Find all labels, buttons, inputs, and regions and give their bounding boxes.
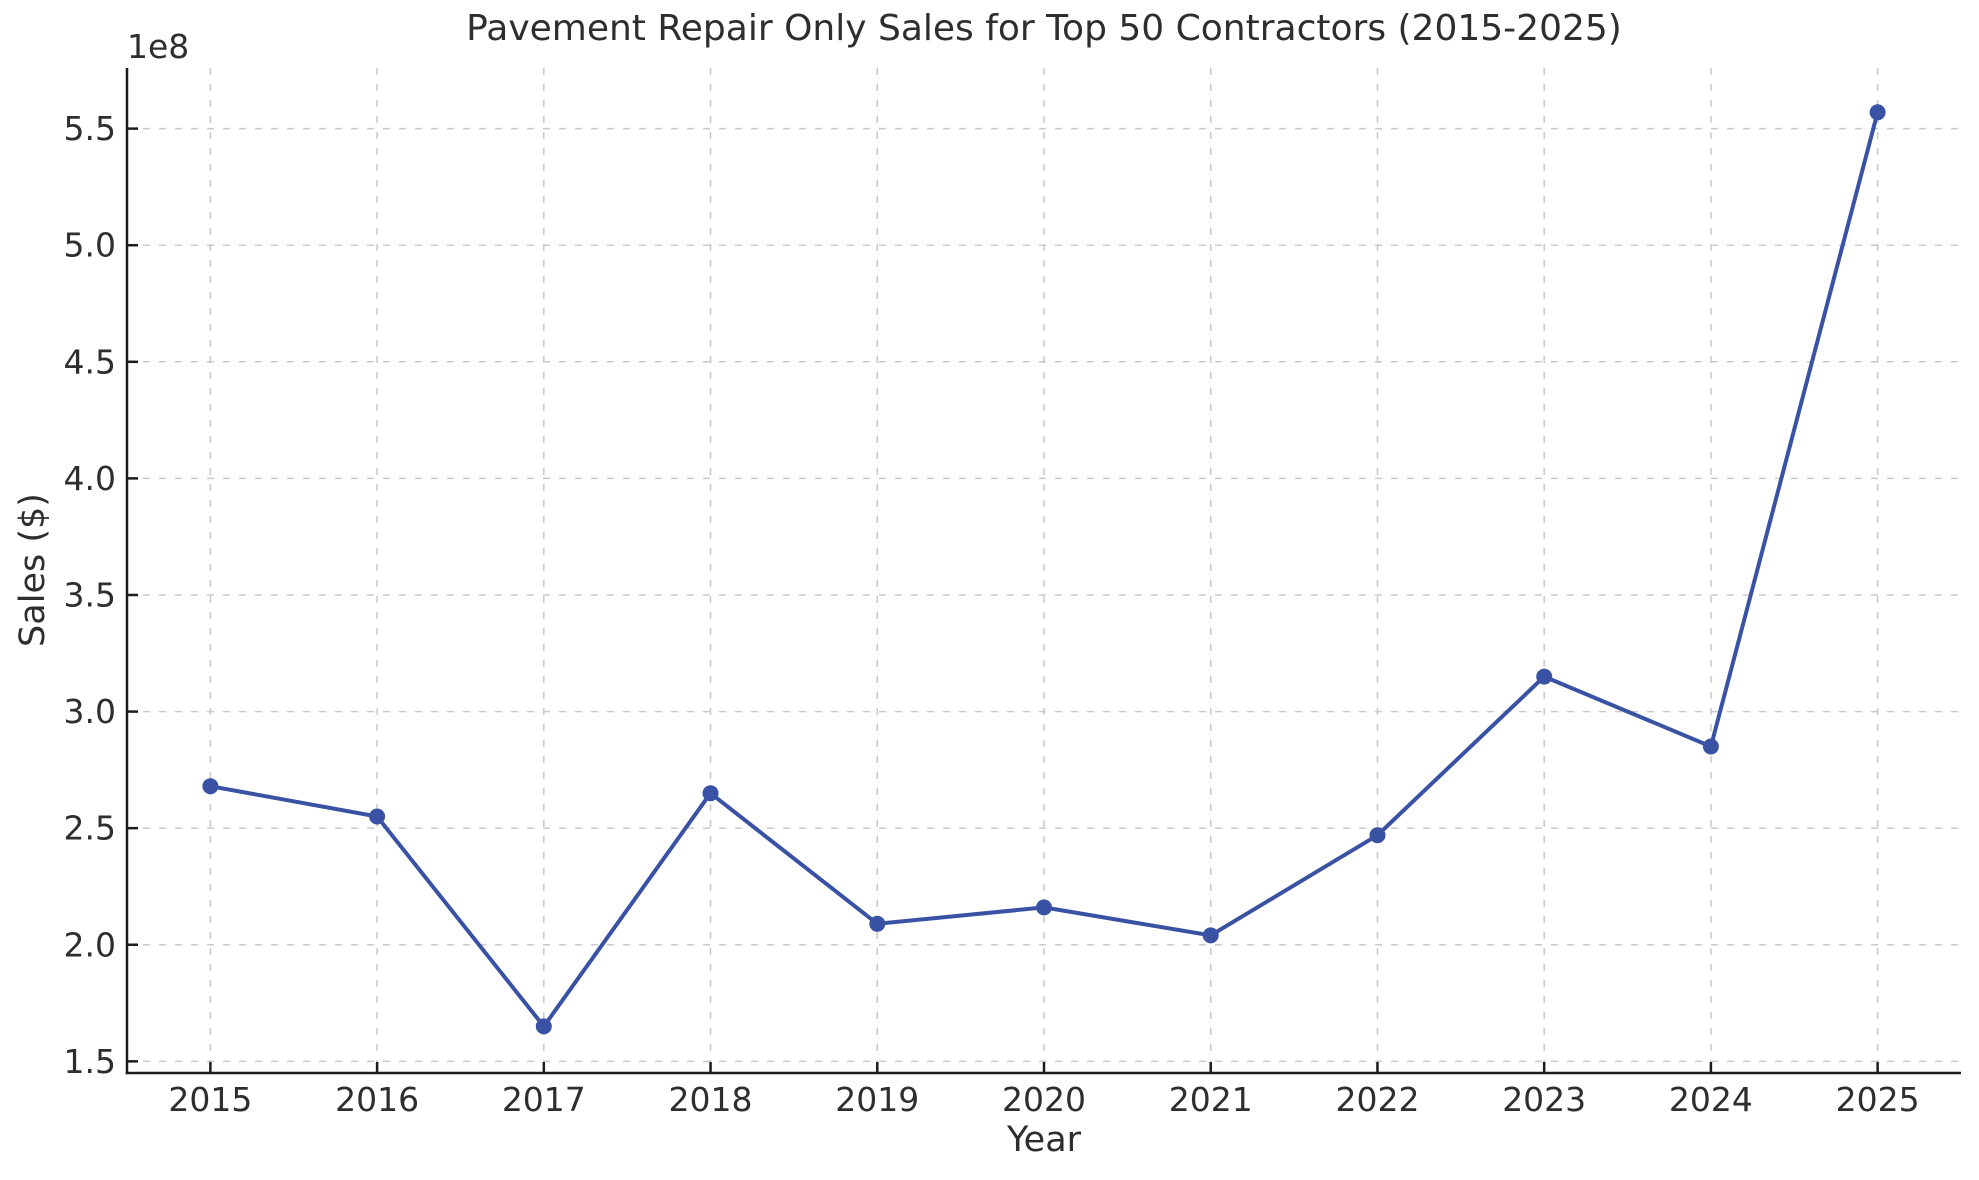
x-axis-title: Year xyxy=(1006,1120,1082,1160)
y-tick-label: 3.0 xyxy=(64,692,116,731)
data-point-marker xyxy=(535,1018,552,1035)
chart-title: Pavement Repair Only Sales for Top 50 Co… xyxy=(466,8,1622,49)
x-tick-label: 2023 xyxy=(1502,1080,1586,1119)
y-axis-offset-label: 1e8 xyxy=(127,27,190,66)
x-tick-label: 2025 xyxy=(1836,1080,1920,1119)
data-point-marker xyxy=(1869,104,1886,121)
x-tick-label: 2019 xyxy=(835,1080,919,1119)
data-point-marker xyxy=(1536,668,1553,685)
data-point-marker xyxy=(869,915,886,932)
x-tick-label: 2021 xyxy=(1169,1080,1253,1119)
data-point-marker xyxy=(1702,738,1719,755)
x-tick-label: 2018 xyxy=(669,1080,753,1119)
y-tick-label: 4.0 xyxy=(64,459,116,498)
x-tick-label: 2017 xyxy=(502,1080,586,1119)
data-point-marker xyxy=(1202,927,1219,944)
data-point-marker xyxy=(1369,827,1386,844)
data-point-marker xyxy=(202,778,219,795)
x-tick-label: 2020 xyxy=(1002,1080,1086,1119)
y-tick-label: 5.5 xyxy=(64,109,116,148)
x-tick-label: 2016 xyxy=(335,1080,419,1119)
data-point-marker xyxy=(369,808,386,825)
y-tick-label: 5.0 xyxy=(64,226,116,265)
data-point-marker xyxy=(702,785,719,802)
y-tick-label: 3.5 xyxy=(64,575,116,614)
x-tick-label: 2024 xyxy=(1669,1080,1753,1119)
data-point-marker xyxy=(1036,899,1052,916)
x-tick-label: 2015 xyxy=(168,1080,252,1119)
y-axis-title: Sales ($) xyxy=(13,493,53,647)
x-tick-label: 2022 xyxy=(1335,1080,1419,1119)
y-tick-label: 1.5 xyxy=(64,1042,116,1081)
y-tick-label: 2.0 xyxy=(64,925,116,964)
y-tick-label: 4.5 xyxy=(64,342,116,381)
y-tick-label: 2.5 xyxy=(64,809,116,848)
